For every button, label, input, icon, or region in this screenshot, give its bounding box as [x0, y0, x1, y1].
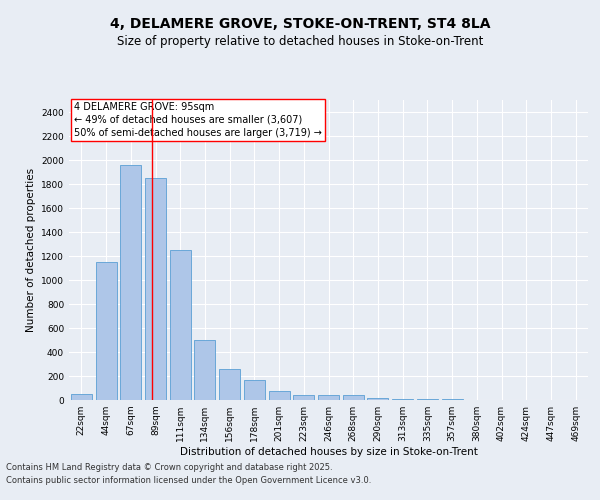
Bar: [343, 395, 364, 400]
Bar: [318, 395, 339, 400]
Bar: [367, 398, 388, 400]
Bar: [293, 395, 314, 400]
Text: Contains public sector information licensed under the Open Government Licence v3: Contains public sector information licen…: [6, 476, 371, 485]
Bar: [71, 394, 92, 400]
Bar: [170, 250, 191, 400]
Text: 4 DELAMERE GROVE: 95sqm
← 49% of detached houses are smaller (3,607)
50% of semi: 4 DELAMERE GROVE: 95sqm ← 49% of detache…: [74, 102, 322, 138]
Bar: [145, 178, 166, 400]
Y-axis label: Number of detached properties: Number of detached properties: [26, 168, 35, 332]
Text: Size of property relative to detached houses in Stoke-on-Trent: Size of property relative to detached ho…: [117, 35, 483, 48]
X-axis label: Distribution of detached houses by size in Stoke-on-Trent: Distribution of detached houses by size …: [179, 447, 478, 457]
Bar: [269, 391, 290, 400]
Bar: [244, 380, 265, 400]
Bar: [392, 399, 413, 400]
Text: Contains HM Land Registry data © Crown copyright and database right 2025.: Contains HM Land Registry data © Crown c…: [6, 462, 332, 471]
Bar: [95, 262, 116, 400]
Text: 4, DELAMERE GROVE, STOKE-ON-TRENT, ST4 8LA: 4, DELAMERE GROVE, STOKE-ON-TRENT, ST4 8…: [110, 18, 490, 32]
Bar: [194, 340, 215, 400]
Bar: [219, 369, 240, 400]
Bar: [120, 165, 141, 400]
